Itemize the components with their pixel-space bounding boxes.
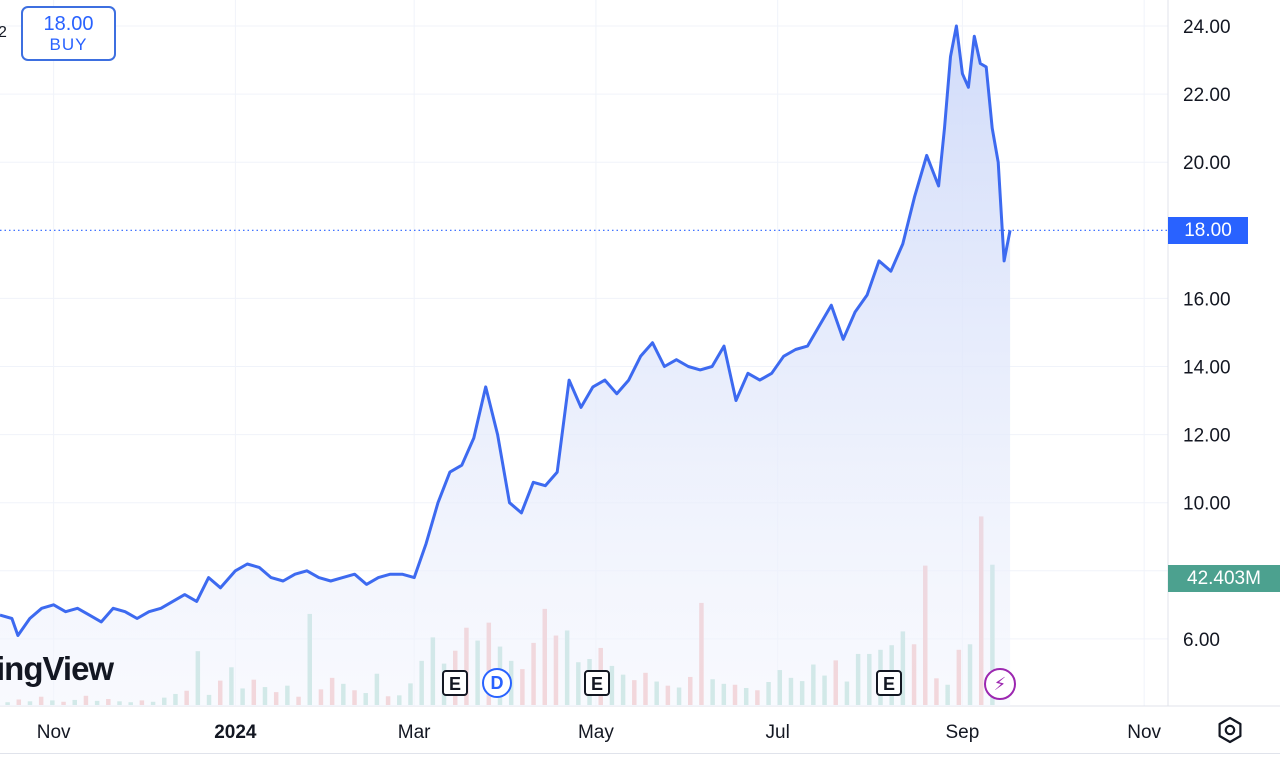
truncated-label: 2 <box>0 24 7 42</box>
x-tick-label: Sep <box>946 722 980 743</box>
y-tick-label: 6.00 <box>1183 630 1220 651</box>
x-tick-label: Nov <box>37 722 71 743</box>
y-tick-label: 20.00 <box>1183 153 1231 174</box>
current-price-tag: 18.00 <box>1168 217 1248 244</box>
x-tick-label: Mar <box>398 722 431 743</box>
buy-price: 18.00 <box>23 13 114 35</box>
y-tick-label: 24.00 <box>1183 17 1231 38</box>
y-tick-label: 12.00 <box>1183 426 1231 447</box>
earnings-marker-3[interactable]: E <box>876 670 902 696</box>
buy-button[interactable]: 18.00 BUY <box>21 6 116 61</box>
y-tick-label: 22.00 <box>1183 85 1231 106</box>
earnings-marker-2[interactable]: E <box>584 670 610 696</box>
tradingview-watermark: ingView <box>0 650 113 688</box>
buy-label: BUY <box>23 35 114 55</box>
x-tick-label: May <box>578 722 614 743</box>
y-tick-label: 10.00 <box>1183 494 1231 515</box>
x-tick-label: Jul <box>766 722 790 743</box>
volume-tag: 42.403M <box>1168 565 1280 592</box>
y-tick-label: 16.00 <box>1183 289 1231 310</box>
earnings-marker-1[interactable]: E <box>442 670 468 696</box>
dividend-marker[interactable]: D <box>482 668 512 698</box>
y-tick-label: 14.00 <box>1183 358 1231 379</box>
lightning-event-icon[interactable]: ⚡ <box>984 668 1016 700</box>
x-tick-label: Nov <box>1127 722 1161 743</box>
settings-icon[interactable] <box>1216 716 1244 744</box>
x-tick-label: 2024 <box>214 722 257 743</box>
bottom-divider <box>0 753 1280 754</box>
